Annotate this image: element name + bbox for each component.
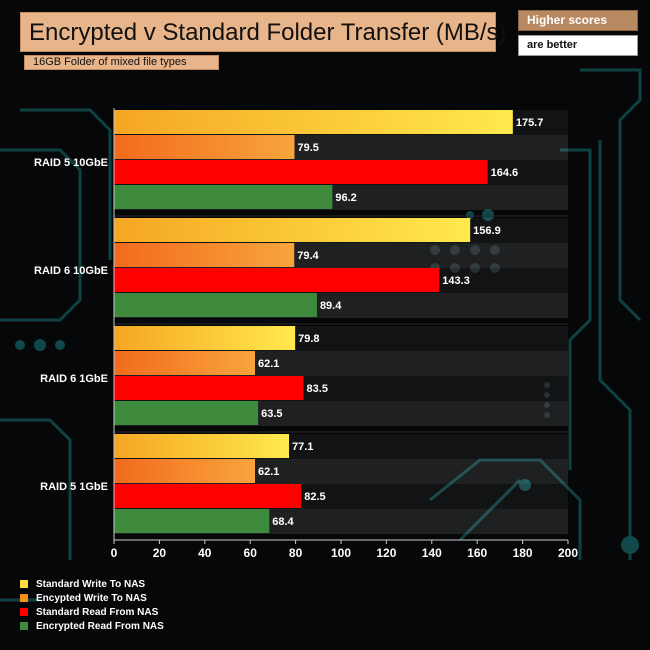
category-label: RAID 6 10GbE (34, 265, 108, 277)
category-label: RAID 5 10GbE (34, 157, 108, 169)
x-tick-label: 40 (198, 546, 212, 560)
bar (114, 160, 488, 184)
legend-swatch (20, 580, 28, 588)
x-tick-label: 140 (422, 546, 442, 560)
bar-value-label: 143.3 (442, 275, 470, 287)
bar (114, 401, 259, 425)
bar (114, 135, 295, 159)
x-tick-label: 200 (558, 546, 578, 560)
legend-swatch (20, 594, 28, 602)
bar (114, 185, 333, 209)
bar (114, 509, 270, 533)
legend-item-encrypted-read: Encrypted Read From NAS (20, 619, 164, 633)
x-tick-label: 20 (153, 546, 167, 560)
bar-value-label: 62.1 (258, 358, 279, 370)
x-tick-label: 0 (111, 546, 118, 560)
bar (114, 243, 295, 267)
bar-value-label: 68.4 (272, 516, 294, 528)
bar-value-label: 79.8 (298, 333, 319, 345)
chart-title: Encrypted v Standard Folder Transfer (MB… (29, 19, 507, 46)
bar-value-label: 156.9 (473, 225, 501, 237)
bar (114, 268, 440, 292)
legend-swatch (20, 608, 28, 616)
bar (114, 484, 302, 508)
bar-value-label: 89.4 (320, 300, 342, 312)
bar (114, 459, 255, 483)
legend-label: Standard Read From NAS (36, 606, 159, 618)
legend-label: Standard Write To NAS (36, 578, 146, 590)
data-labels: 175.7 79.5 164.6 96.2 156.9 79.4 143.3 89.4 79.8… (258, 117, 543, 528)
x-tick-label: 120 (376, 546, 396, 560)
bar (114, 434, 290, 458)
bar-value-label: 164.6 (491, 167, 519, 179)
bar-value-label: 63.5 (261, 408, 282, 420)
legend-swatch (20, 622, 28, 630)
x-tick-label: 100 (331, 546, 351, 560)
bar-value-label: 83.5 (307, 383, 328, 395)
x-axis: 0 20 40 60 80 100 120 140 160 180 200 (111, 108, 578, 560)
bar-value-label: 175.7 (516, 117, 544, 129)
higher-scores-note: Higher scores (518, 10, 638, 31)
bar (114, 110, 513, 134)
bar-value-label: 77.1 (292, 441, 313, 453)
bar-value-label: 82.5 (304, 491, 325, 503)
are-better-note: are better (518, 35, 638, 56)
legend: Standard Write To NAS Encypted Write To … (20, 577, 164, 633)
bar (114, 293, 317, 317)
bar (114, 351, 255, 375)
chart-subtitle-box: 16GB Folder of mixed file types (24, 55, 219, 70)
bar-value-label: 79.5 (297, 142, 318, 154)
bar-series (114, 110, 513, 533)
legend-item-standard-write: Standard Write To NAS (20, 577, 164, 591)
bar (114, 326, 296, 350)
category-label: RAID 5 1GbE (40, 481, 108, 493)
legend-item-encrypted-write: Encypted Write To NAS (20, 591, 164, 605)
x-tick-label: 160 (467, 546, 487, 560)
category-labels: RAID 5 10GbE RAID 6 10GbE RAID 6 1GbE RAID … (34, 157, 108, 493)
note-line-2: are better (527, 39, 578, 51)
bar (114, 376, 304, 400)
bar-value-label: 79.4 (297, 250, 319, 262)
note-line-1: Higher scores (527, 13, 608, 27)
legend-item-standard-read: Standard Read From NAS (20, 605, 164, 619)
x-tick-label: 180 (513, 546, 533, 560)
bar (114, 218, 471, 242)
category-label: RAID 6 1GbE (40, 373, 108, 385)
bar-value-label: 62.1 (258, 466, 279, 478)
legend-label: Encrypted Read From NAS (36, 620, 164, 632)
x-tick-label: 80 (289, 546, 303, 560)
x-tick-label: 60 (244, 546, 258, 560)
legend-label: Encypted Write To NAS (36, 592, 147, 604)
chart-title-box: Encrypted v Standard Folder Transfer (MB… (20, 12, 507, 52)
chart-subtitle: 16GB Folder of mixed file types (33, 56, 187, 68)
bar-value-label: 96.2 (335, 192, 356, 204)
